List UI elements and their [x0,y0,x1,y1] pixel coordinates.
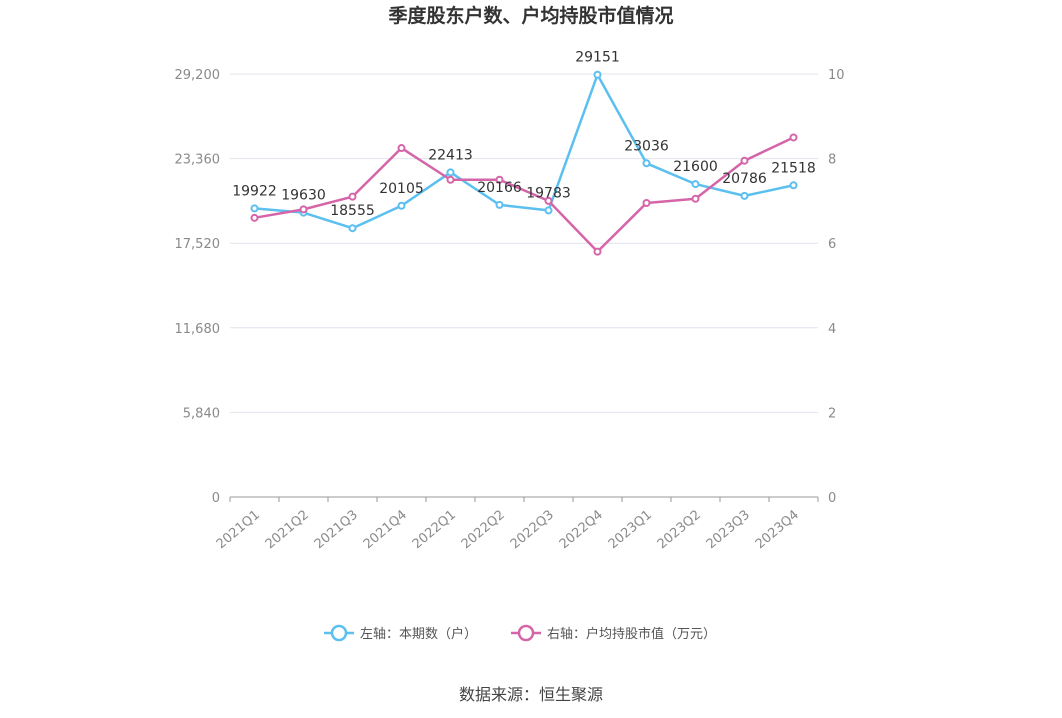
x-tick-label: 2022Q2 [459,508,508,553]
data-label: 21600 [673,159,718,175]
chart-title: 季度股东户数、户均持股市值情况 [388,4,673,27]
data-point-left[interactable] [691,180,700,189]
data-label: 19922 [232,183,277,199]
data-point-right[interactable] [642,199,651,208]
data-label: 29151 [575,50,620,66]
data-point-right[interactable] [544,196,553,205]
y-right-tick-label: 0 [828,491,836,506]
data-point-right[interactable] [593,247,602,256]
data-point-right[interactable] [397,144,406,153]
grid-lines [230,73,818,413]
x-tick-label: 2021Q1 [214,508,263,553]
x-axis: 2021Q1 2021Q2 2021Q3 2021Q4 2022Q1 2022Q2 2022… [214,496,819,553]
series-layer [250,70,798,256]
data-label: 20786 [722,171,767,187]
y-left-tick-label: 5,840 [183,406,220,421]
series-line-left [254,73,794,230]
y-left-tick-label: 23,360 [175,153,221,168]
data-point-right[interactable] [789,133,798,142]
x-tick-label: 2021Q2 [263,508,312,553]
data-point-left[interactable] [250,204,259,213]
data-point-left[interactable] [740,191,749,200]
data-point-left[interactable] [642,159,651,168]
data-point-left[interactable] [789,181,798,190]
data-point-right[interactable] [740,156,749,165]
data-point-left[interactable] [348,224,357,233]
data-point-right[interactable] [691,194,700,203]
data-label: 19630 [281,188,326,204]
legend[interactable]: 左轴：本期数（户） 右轴：户均持股市值（万元） [324,624,716,642]
x-tick-label: 2023Q2 [655,508,704,553]
data-point-right[interactable] [446,175,455,184]
data-label: 18555 [330,203,375,219]
legend-marker [330,624,348,642]
y-right-tick-label: 8 [828,153,836,168]
source-note: 数据来源：恒生聚源 [459,685,603,704]
data-label: 23036 [624,138,669,154]
x-tick-label: 2022Q4 [557,508,606,553]
data-label: 22413 [428,147,473,163]
legend-label: 右轴：户均持股市值（万元） [547,626,716,642]
data-point-right[interactable] [348,192,357,201]
left-axis-ticks: 0 5,840 11,680 17,520 23,360 29,200 [175,68,221,506]
legend-item-right[interactable]: 右轴：户均持股市值（万元） [511,624,716,642]
y-right-tick-label: 2 [828,406,836,421]
x-tick-label: 2023Q4 [753,508,802,553]
x-tick-label: 2023Q1 [606,508,655,553]
y-left-tick-label: 0 [212,491,220,506]
data-point-right[interactable] [250,213,259,222]
y-right-tick-label: 4 [828,322,836,337]
y-left-tick-label: 29,200 [175,68,221,83]
y-right-tick-label: 10 [828,68,845,83]
series-line-right [254,136,795,253]
x-tick-label: 2021Q4 [361,508,410,553]
data-point-right[interactable] [299,205,308,214]
data-point-left[interactable] [495,200,504,209]
legend-marker [517,624,535,642]
y-right-tick-label: 6 [828,237,836,252]
y-left-tick-label: 17,520 [175,237,221,252]
data-point-right[interactable] [495,175,504,184]
y-left-tick-label: 11,680 [175,322,221,337]
right-axis-ticks: 0 2 4 6 8 10 [828,68,845,506]
x-tick-label: 2021Q3 [312,508,361,553]
data-label: 20166 [477,180,522,196]
data-point-left[interactable] [397,201,406,210]
data-point-left[interactable] [544,206,553,215]
data-label: 19783 [526,185,571,201]
data-label: 20105 [379,181,424,197]
data-point-left[interactable] [446,168,455,177]
x-tick-label: 2022Q1 [410,508,459,553]
x-tick-label: 2022Q3 [508,508,557,553]
x-tick-label: 2023Q3 [704,508,753,553]
legend-label: 左轴：本期数（户） [360,626,477,642]
legend-item-left[interactable]: 左轴：本期数（户） [324,624,477,642]
data-point-left[interactable] [593,70,602,79]
data-label: 21518 [771,160,816,176]
